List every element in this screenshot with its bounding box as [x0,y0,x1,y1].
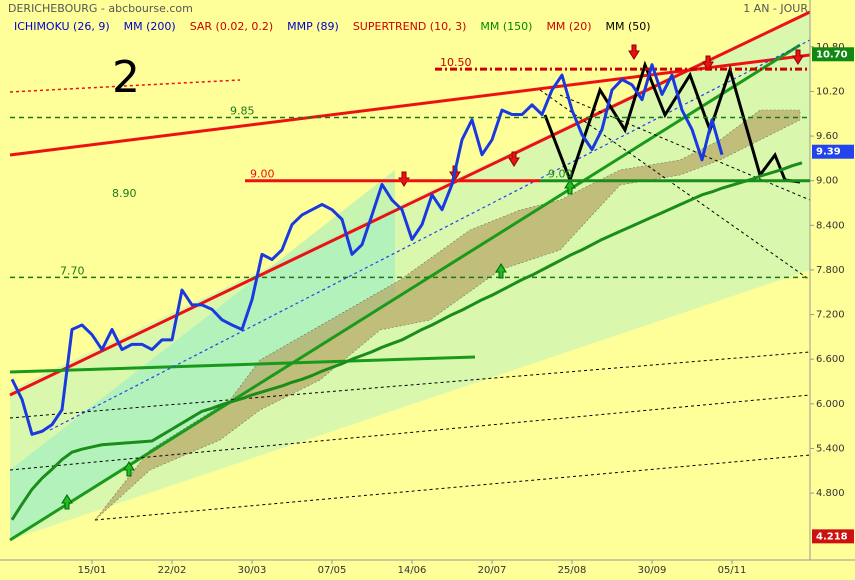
legend-entry: MMP (89) [287,20,339,33]
y-tick-label: 10.20 [816,86,845,97]
sell-arrow [628,44,640,60]
level-label: 8.90 [112,187,137,200]
price-tag [812,47,854,62]
sell-arrow [702,55,714,71]
series-line [10,161,803,521]
x-tick-label: 05/11 [718,565,747,576]
x-tick-label: 14/06 [398,565,427,576]
trend-line [9,394,811,471]
trend-line [9,79,241,93]
price-tag-label: 4.218 [816,531,848,542]
channel [10,170,395,540]
annotation: 2 [112,52,140,103]
x-tick-label: 22/02 [158,565,187,576]
series-line [10,63,724,436]
ichimoku-cloud [94,109,801,521]
legend-entry: SAR (0.02, 0.2) [190,20,273,33]
y-tick-label: 6.600 [816,354,845,365]
buy-arrow [61,494,73,510]
y-tick-label: 9.00 [816,176,838,187]
x-tick-label: 07/05 [318,565,347,576]
x-tick-label: 30/03 [238,565,267,576]
sell-arrow [508,151,520,167]
trend-line [539,89,811,281]
y-tick-label: 7.800 [816,265,845,276]
trend-line [9,53,811,157]
x-tick-label: 30/09 [638,565,667,576]
chart-title: DERICHEBOURG - abcbourse.com [8,2,193,15]
y-tick-label: 9.60 [816,131,838,142]
price-tag-label: 9.39 [816,147,841,158]
level-label: 9.00 [548,168,573,181]
legend-entry: MM (200) [124,20,176,33]
zigzag [543,60,801,185]
legend-entry: ICHIMOKU (26, 9) [14,20,110,33]
level-label: 7.70 [60,264,85,277]
legend-entry: SUPERTREND (10, 3) [353,20,467,33]
legend-entry: MM (150) [480,20,532,33]
y-tick-label: 5.400 [816,443,845,454]
y-tick-label: 8.400 [816,220,845,231]
price-tag-label: 10.70 [816,49,848,60]
legend-entry: MM (50) [606,20,651,33]
price-tag [812,529,854,544]
legend-entry: MM (20) [546,20,591,33]
x-tick-label: 25/08 [558,565,587,576]
trend-line [9,351,811,419]
trend-line [9,355,476,374]
y-tick-label: 6.000 [816,399,845,410]
buy-arrow [123,461,135,477]
price-tag [812,144,854,159]
x-tick-label: 20/07 [478,565,507,576]
level-label: 9.00 [250,168,275,181]
level-label: 9.85 [230,105,255,118]
period: 1 AN - JOUR [743,2,808,15]
level-label: 10.50 [440,56,472,69]
buy-arrow [495,263,507,279]
trend-line [9,10,811,397]
y-tick-label: 4.800 [816,488,845,499]
sell-arrow [792,49,804,65]
x-tick-label: 15/01 [78,565,107,576]
y-tick-label: 7.200 [816,310,845,321]
trend-line [49,39,811,431]
